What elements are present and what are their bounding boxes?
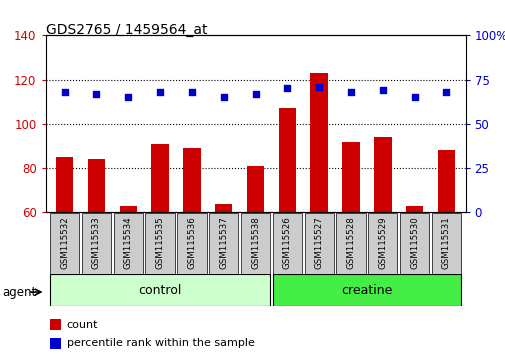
Point (378, 87, 386, 93)
FancyBboxPatch shape (50, 213, 79, 274)
Point (156, 89, 164, 95)
FancyBboxPatch shape (272, 274, 460, 306)
Bar (405, 206, 423, 212)
FancyBboxPatch shape (368, 213, 396, 274)
Text: GSM115531: GSM115531 (441, 217, 450, 269)
Bar (278, 108, 295, 212)
Point (124, 95, 132, 100)
FancyBboxPatch shape (114, 213, 142, 274)
Bar (215, 204, 232, 212)
Bar (119, 206, 137, 212)
FancyBboxPatch shape (50, 274, 270, 306)
Point (315, 84, 323, 90)
Text: GSM115534: GSM115534 (124, 217, 132, 269)
Point (441, 89, 449, 95)
Point (61, 89, 69, 95)
Bar (246, 166, 264, 212)
Bar (56, 157, 73, 212)
Text: GSM115526: GSM115526 (282, 217, 291, 269)
Point (251, 91, 259, 97)
Text: percentile rank within the sample: percentile rank within the sample (67, 338, 254, 348)
Point (92, 91, 100, 97)
Text: GSM115527: GSM115527 (314, 217, 323, 269)
Point (187, 89, 195, 95)
Bar (341, 142, 359, 212)
Point (283, 86, 291, 91)
Text: GDS2765 / 1459564_at: GDS2765 / 1459564_at (45, 23, 207, 37)
Text: GSM115536: GSM115536 (187, 217, 196, 269)
FancyBboxPatch shape (145, 213, 174, 274)
Bar (437, 150, 454, 212)
Text: GSM115532: GSM115532 (60, 217, 69, 269)
FancyBboxPatch shape (431, 213, 460, 274)
Bar (87, 159, 105, 212)
Bar (310, 73, 327, 212)
FancyBboxPatch shape (399, 213, 428, 274)
Text: GSM115533: GSM115533 (92, 217, 100, 269)
Point (410, 95, 418, 100)
Point (219, 95, 227, 100)
FancyBboxPatch shape (209, 213, 238, 274)
Text: GSM115538: GSM115538 (250, 217, 260, 269)
FancyBboxPatch shape (336, 213, 365, 274)
Bar (183, 148, 200, 212)
Text: GSM115528: GSM115528 (346, 217, 355, 269)
Bar (49, 338, 62, 349)
Text: count: count (67, 320, 98, 330)
Bar (151, 144, 169, 212)
FancyBboxPatch shape (240, 213, 270, 274)
FancyBboxPatch shape (82, 213, 111, 274)
FancyBboxPatch shape (272, 213, 301, 274)
Text: GSM115530: GSM115530 (410, 217, 418, 269)
Point (346, 89, 355, 95)
Text: creatine: creatine (340, 284, 392, 297)
Text: GSM115529: GSM115529 (378, 217, 386, 269)
Text: GSM115537: GSM115537 (219, 217, 228, 269)
Text: GSM115535: GSM115535 (155, 217, 164, 269)
FancyBboxPatch shape (177, 213, 206, 274)
Text: agent: agent (3, 286, 37, 298)
Bar (373, 137, 391, 212)
Bar (49, 319, 62, 330)
Text: control: control (138, 284, 181, 297)
FancyBboxPatch shape (304, 213, 333, 274)
